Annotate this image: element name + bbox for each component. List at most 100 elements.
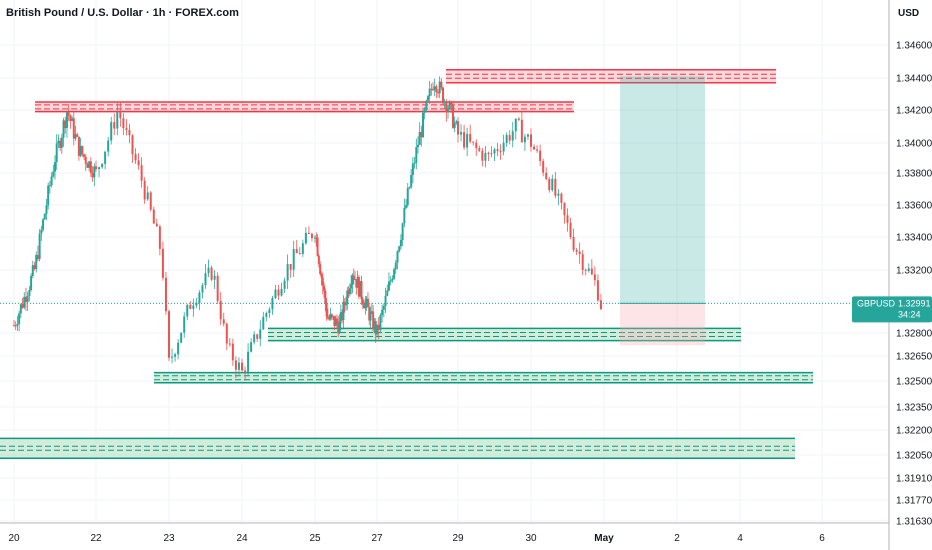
candle-up: [350, 284, 353, 289]
candle-down: [298, 253, 301, 255]
candle-up: [314, 237, 316, 239]
candle-up: [101, 163, 104, 168]
candle-up: [42, 219, 45, 230]
candle-up: [50, 176, 53, 186]
candle-up: [369, 312, 372, 321]
candle-up: [338, 321, 341, 334]
candle-down: [210, 267, 213, 280]
candle-down: [335, 318, 338, 324]
candle-up: [505, 135, 508, 143]
candle-up: [359, 281, 362, 297]
candle-up: [23, 296, 26, 308]
candle-up: [587, 268, 590, 271]
candle-down: [366, 298, 369, 308]
candle-up: [204, 273, 207, 286]
candle-up: [460, 132, 463, 135]
candle-up: [493, 149, 496, 154]
candle-up: [195, 303, 198, 306]
candle-up: [387, 281, 390, 291]
time-tick-label: 24: [236, 533, 248, 544]
candle-down: [374, 321, 377, 335]
candle-up: [393, 269, 396, 279]
candle-up: [180, 332, 183, 343]
candle-down: [241, 362, 243, 371]
candle-down: [572, 236, 575, 250]
candle-up: [40, 229, 43, 234]
candle-down: [450, 102, 453, 105]
candle-up: [334, 318, 337, 326]
price-axis[interactable]: [889, 0, 932, 550]
candle-down: [158, 226, 161, 249]
stop-loss-area: [620, 303, 705, 346]
candle-down: [508, 135, 511, 141]
candle-down: [14, 325, 17, 327]
candle-down: [430, 88, 433, 90]
candle-down: [475, 142, 478, 149]
candle-down: [164, 277, 167, 312]
candle-down: [113, 122, 116, 129]
candle-down: [435, 86, 438, 93]
candle-down: [326, 316, 329, 319]
candle-down: [596, 280, 599, 301]
candle-down: [420, 132, 423, 138]
candle-down: [554, 178, 557, 196]
candle-down: [59, 140, 62, 148]
candle-down: [13, 325, 15, 327]
candle-up: [410, 175, 413, 188]
time-tick-label: May: [594, 533, 614, 544]
candle-down: [277, 289, 280, 296]
candle-up: [301, 243, 304, 255]
candle-down: [134, 154, 137, 161]
candle-up: [48, 185, 51, 187]
price-tick-label: 1.31770: [896, 496, 932, 507]
candle-down: [337, 323, 340, 334]
time-axis-ticks[interactable]: 20 22 23 24 25 27 29 30 May 2 4 6: [8, 533, 825, 544]
candle-up: [339, 312, 342, 322]
candle-down: [487, 152, 490, 154]
candle-up: [523, 136, 526, 143]
candle-down: [563, 202, 566, 216]
time-tick-label: 2: [674, 533, 680, 544]
price-tick-label: 1.31630: [896, 517, 932, 528]
candle-up: [237, 362, 240, 370]
candle-down: [539, 150, 542, 161]
candle-down: [21, 304, 24, 308]
candle-down: [442, 87, 444, 104]
candle-up: [422, 112, 424, 138]
candle-down: [216, 275, 219, 301]
candle-up: [443, 101, 446, 104]
candle-down: [89, 161, 92, 174]
candle-down: [599, 300, 602, 310]
candle-up: [428, 88, 431, 97]
support-zone: [268, 328, 741, 341]
candle-down: [137, 160, 140, 166]
candle-up: [280, 288, 283, 296]
candle-down: [452, 104, 454, 128]
candle-down: [347, 290, 350, 295]
candle-down: [581, 254, 584, 270]
price-tick-label: 1.34400: [896, 74, 932, 85]
candle-up: [253, 334, 256, 343]
candle-up: [52, 171, 55, 177]
price-tick-label: 1.33400: [896, 233, 932, 244]
candle-up: [396, 251, 399, 263]
candle-down: [256, 334, 259, 339]
candle-down: [560, 193, 563, 203]
candle-up: [345, 304, 347, 306]
candle-down: [69, 115, 72, 121]
candle-up: [413, 162, 416, 164]
candle-up: [365, 298, 368, 303]
candle-down: [91, 173, 94, 178]
long-position[interactable]: [620, 76, 705, 346]
candle-down: [125, 128, 128, 130]
candle-up: [351, 275, 354, 285]
candle-up: [16, 324, 19, 326]
candle-down: [86, 163, 89, 168]
price-tick-label: 1.34200: [896, 106, 932, 117]
candle-up: [265, 313, 268, 317]
candle-up: [438, 81, 441, 94]
candle-up: [107, 140, 110, 152]
candle-down: [168, 311, 170, 358]
candle-down: [321, 277, 324, 286]
